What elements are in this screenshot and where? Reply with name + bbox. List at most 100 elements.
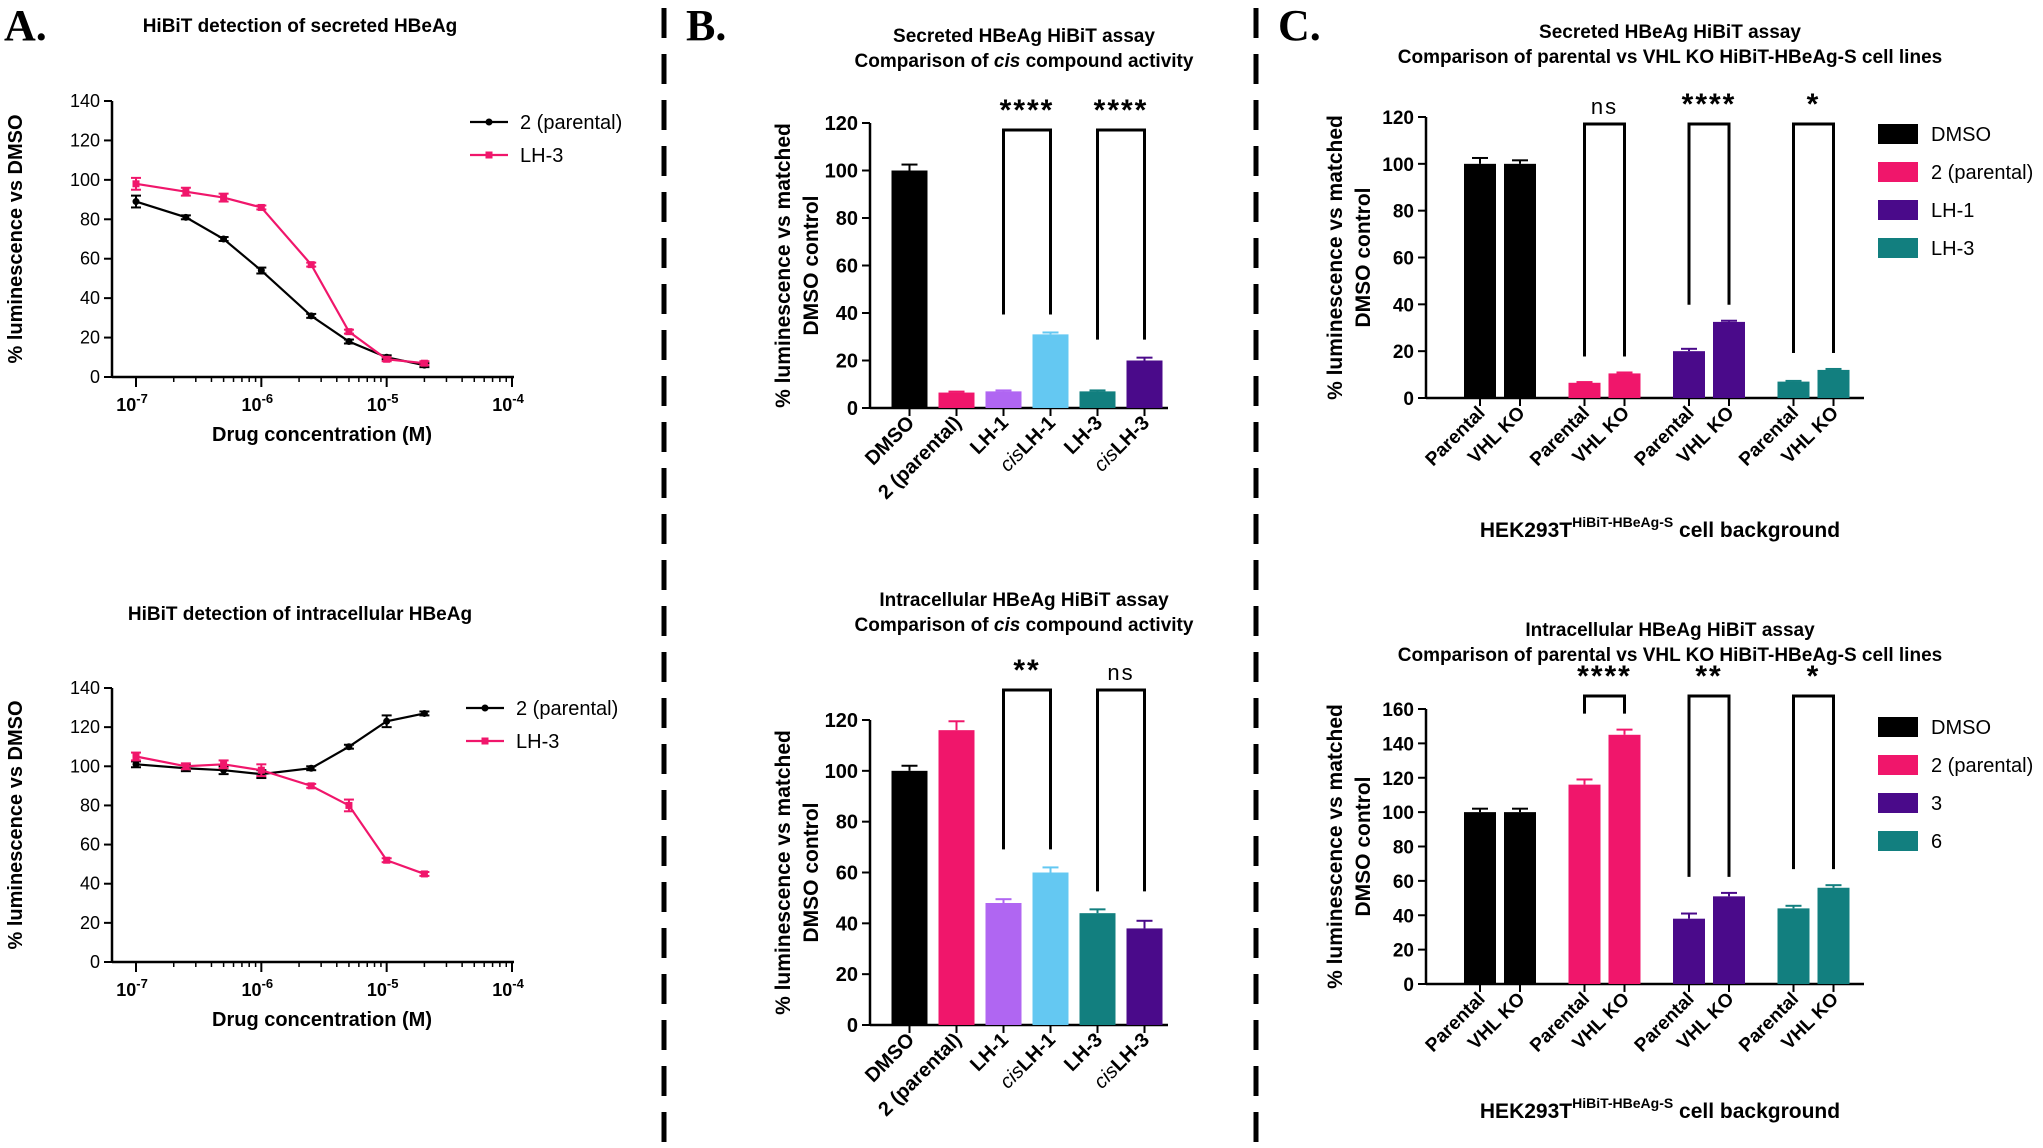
C2-bracket-1 xyxy=(1583,694,1626,714)
A1-point-1-7 xyxy=(420,359,428,367)
A1-xtick-label: 10-6 xyxy=(242,391,274,415)
C1-title: Secreted HBeAg HiBiT assay xyxy=(1539,22,1801,43)
B1-significance-0: **** xyxy=(1000,94,1055,127)
A1-point-0-0 xyxy=(132,198,140,206)
C2-ytick-label: 160 xyxy=(1382,700,1414,721)
A2-ytick-label: 120 xyxy=(70,717,100,737)
B2-significance-1: ns xyxy=(1107,660,1134,685)
C2-ytick-label: 120 xyxy=(1382,769,1414,790)
B1-bar-3 xyxy=(1032,334,1069,408)
A2-xlabel: Drug concentration (M) xyxy=(212,1009,432,1031)
panel-letter-b: B. xyxy=(686,1,726,50)
A2-point-0-7 xyxy=(420,709,428,717)
C1-ytick-label: 0 xyxy=(1403,389,1414,410)
B1-bar-1 xyxy=(938,392,975,408)
A1-ylabel: % luminescence vs DMSO xyxy=(5,115,27,364)
C1-ytick-label: 80 xyxy=(1393,202,1414,223)
A1-legend-label-0: 2 (parental) xyxy=(520,112,622,134)
A1-point-1-4 xyxy=(307,261,315,269)
B1-ylabel-1: % luminescence vs matched xyxy=(772,123,795,408)
A2-xtick-label: 10-4 xyxy=(492,976,524,1000)
C2-legend-swatch-2 xyxy=(1878,793,1918,813)
C1-ytick-label: 60 xyxy=(1393,249,1414,270)
C1-legend-label-0: DMSO xyxy=(1931,124,1991,146)
A2-point-1-7 xyxy=(420,870,428,878)
C2-ytick-label: 80 xyxy=(1393,838,1414,859)
B2-bar-3 xyxy=(1032,872,1069,1025)
B2-ytick-label: 80 xyxy=(836,812,858,834)
C1-bracket-2 xyxy=(1687,122,1731,305)
C2-ytick-label: 0 xyxy=(1403,975,1414,996)
A2-ytick-label: 100 xyxy=(70,756,100,776)
A2-legend-label-0: 2 (parental) xyxy=(516,698,618,720)
C1-bar-3-0 xyxy=(1777,381,1810,398)
C1-bracket-1 xyxy=(1583,122,1626,357)
C2-significance-3: * xyxy=(1807,660,1821,693)
C2-legend-label-1: 2 (parental) xyxy=(1931,755,2033,777)
A1-series-line-0 xyxy=(135,200,425,367)
B1-significance-1: **** xyxy=(1094,94,1149,127)
A1-ytick-label: 100 xyxy=(70,170,100,190)
C1-legend-swatch-0 xyxy=(1878,124,1918,144)
C1-ylabel-1: % luminescence vs matched xyxy=(1324,115,1347,400)
C2-bar-1-0 xyxy=(1568,784,1601,984)
C1-bracket-3 xyxy=(1792,122,1835,353)
B2-ylabel-1: % luminescence vs matched xyxy=(772,730,795,1015)
A2-point-1-5 xyxy=(345,801,353,809)
A2-xtick-label: 10-5 xyxy=(367,976,399,1000)
C2-significance-1: **** xyxy=(1577,660,1632,693)
C2-ytick-label: 100 xyxy=(1382,803,1414,824)
C2-bar-3-1 xyxy=(1817,887,1850,984)
A2-point-1-2 xyxy=(220,760,228,768)
B1-ytick-label: 20 xyxy=(836,351,858,373)
C1-legend-label-3: LH-3 xyxy=(1931,238,1974,260)
C2-ylabel-2: DMSO control xyxy=(1352,777,1375,917)
B1-ytick-label: 0 xyxy=(847,398,858,420)
A1-xtick-label: 10-4 xyxy=(492,391,524,415)
C2-bar-2-1 xyxy=(1713,896,1745,984)
B2-ytick-label: 120 xyxy=(825,710,858,732)
A1-ytick-label: 60 xyxy=(80,249,100,269)
A2-point-1-0 xyxy=(132,753,140,760)
B2-bar-1 xyxy=(938,730,975,1025)
A1-point-0-4 xyxy=(307,312,315,320)
B1-bar-0 xyxy=(891,170,928,408)
C1-legend-swatch-2 xyxy=(1878,200,1918,220)
A1-ytick-label: 80 xyxy=(80,209,100,229)
C1-significance-2: **** xyxy=(1682,88,1737,121)
B2-bar-2 xyxy=(985,903,1022,1025)
C2-xlabel: HEK293THiBiT-HBeAg-S cell background xyxy=(1480,1095,1840,1123)
A1-ytick-label: 120 xyxy=(70,130,100,150)
B2-bar-4 xyxy=(1079,913,1116,1025)
A2-title: HiBiT detection of intracellular HBeAg xyxy=(128,604,472,625)
C2-bracket-3 xyxy=(1792,694,1835,870)
A2-ytick-label: 0 xyxy=(90,952,100,972)
A2-point-1-3 xyxy=(257,766,265,774)
A1-title: HiBiT detection of secreted HBeAg xyxy=(143,16,458,37)
C1-bar-2-1 xyxy=(1713,321,1745,398)
C1-ytick-label: 40 xyxy=(1393,295,1414,316)
B1-bar-5 xyxy=(1126,360,1163,408)
C1-subtitle: Comparison of parental vs VHL KO HiBiT-H… xyxy=(1398,47,1942,68)
C1-bar-1-0 xyxy=(1568,382,1601,398)
B1-ylabel-2: DMSO control xyxy=(800,196,823,336)
A2-point-0-0 xyxy=(132,760,140,768)
A1-ytick-label: 40 xyxy=(80,288,100,308)
C1-ytick-label: 120 xyxy=(1382,108,1414,129)
A1-ytick-label: 140 xyxy=(70,91,100,111)
A1-xtick-label: 10-5 xyxy=(367,391,399,415)
C1-bar-2-0 xyxy=(1673,351,1705,398)
B1-subtitle: Comparison of cis compound activity xyxy=(855,51,1194,72)
A2-series-line-0 xyxy=(135,712,425,776)
C1-bar-0-1 xyxy=(1504,163,1536,398)
A2-point-0-5 xyxy=(345,743,353,751)
B2-bracket-1 xyxy=(1096,688,1146,892)
B2-bar-5 xyxy=(1126,928,1163,1025)
C2-ytick-label: 140 xyxy=(1382,734,1414,755)
C2-ylabel-1: % luminescence vs matched xyxy=(1324,704,1347,989)
A1-point-1-3 xyxy=(257,203,265,211)
C1-legend-swatch-1 xyxy=(1878,162,1918,182)
C1-significance-3: * xyxy=(1807,88,1821,121)
A2-point-1-4 xyxy=(307,782,315,790)
